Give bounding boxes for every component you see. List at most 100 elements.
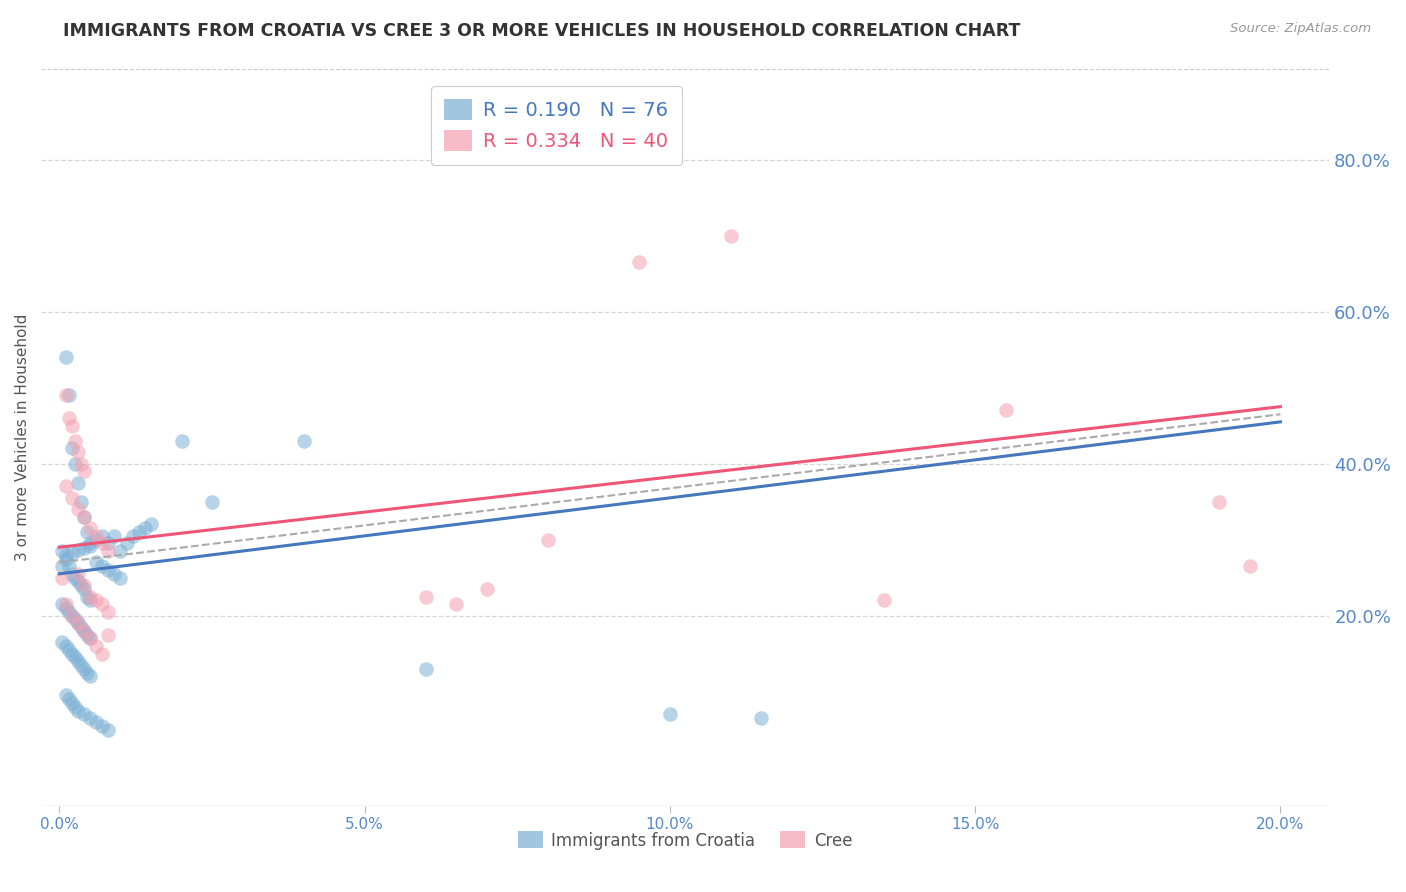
Point <box>55 351 77 365</box>
Point <box>110 571 132 585</box>
Point <box>58 559 80 574</box>
Point <box>66 502 89 516</box>
Point <box>121 529 143 543</box>
Point <box>1208 494 1230 508</box>
Point <box>537 533 560 547</box>
Point <box>76 590 98 604</box>
Point <box>79 539 101 553</box>
Point <box>415 590 437 604</box>
Point <box>51 597 73 611</box>
Point <box>475 582 498 596</box>
Point <box>60 696 83 710</box>
Point <box>58 692 80 706</box>
Point <box>69 494 91 508</box>
Point <box>66 543 89 558</box>
Point <box>91 529 114 543</box>
Point <box>84 533 107 547</box>
Point <box>55 639 77 653</box>
Point <box>97 605 120 619</box>
Point <box>446 597 468 611</box>
Point <box>66 475 89 490</box>
Point <box>51 559 73 574</box>
Point <box>97 536 120 550</box>
Point <box>58 605 80 619</box>
Point <box>134 521 156 535</box>
Point <box>63 457 86 471</box>
Point <box>84 529 107 543</box>
Point <box>84 714 107 729</box>
Y-axis label: 3 or more Vehicles in Household: 3 or more Vehicles in Household <box>15 313 30 561</box>
Point <box>63 650 86 665</box>
Point <box>73 707 96 722</box>
Point <box>60 566 83 581</box>
Point <box>55 548 77 562</box>
Point <box>69 457 91 471</box>
Point <box>97 563 120 577</box>
Point <box>69 658 91 673</box>
Point <box>73 582 96 596</box>
Point <box>51 571 73 585</box>
Text: IMMIGRANTS FROM CROATIA VS CREE 3 OR MORE VEHICLES IN HOUSEHOLD CORRELATION CHAR: IMMIGRANTS FROM CROATIA VS CREE 3 OR MOR… <box>63 22 1021 40</box>
Point <box>66 566 89 581</box>
Point <box>51 544 73 558</box>
Point <box>73 624 96 638</box>
Legend: R = 0.190   N = 76, R = 0.334   N = 40: R = 0.190 N = 76, R = 0.334 N = 40 <box>430 86 682 165</box>
Point <box>139 517 162 532</box>
Point <box>60 442 83 456</box>
Point <box>63 571 86 585</box>
Point <box>79 536 101 550</box>
Point <box>66 574 89 589</box>
Point <box>628 255 651 269</box>
Point <box>66 616 89 631</box>
Point <box>60 608 83 623</box>
Point <box>63 434 86 448</box>
Point <box>84 639 107 653</box>
Point <box>115 536 138 550</box>
Point <box>55 479 77 493</box>
Point <box>84 593 107 607</box>
Point <box>79 590 101 604</box>
Point <box>103 529 125 543</box>
Point <box>79 632 101 646</box>
Point <box>720 228 742 243</box>
Point <box>79 669 101 683</box>
Point <box>751 711 773 725</box>
Point <box>66 445 89 459</box>
Point <box>55 551 77 566</box>
Point <box>60 418 83 433</box>
Point <box>658 707 681 722</box>
Point <box>97 544 120 558</box>
Point <box>60 545 83 559</box>
Point <box>79 711 101 725</box>
Point <box>60 647 83 661</box>
Point <box>66 704 89 718</box>
Point <box>60 491 83 505</box>
Point <box>63 612 86 626</box>
Point <box>63 699 86 714</box>
Point <box>201 494 224 508</box>
Point <box>994 403 1017 417</box>
Point <box>76 627 98 641</box>
Point <box>97 627 120 641</box>
Point <box>872 593 894 607</box>
Point <box>76 665 98 680</box>
Point <box>103 566 125 581</box>
Point <box>84 556 107 570</box>
Point <box>110 544 132 558</box>
Point <box>79 593 101 607</box>
Point <box>128 524 150 539</box>
Point <box>91 536 114 550</box>
Point <box>66 654 89 668</box>
Point <box>415 662 437 676</box>
Text: Source: ZipAtlas.com: Source: ZipAtlas.com <box>1230 22 1371 36</box>
Point <box>66 616 89 631</box>
Point <box>91 719 114 733</box>
Point <box>79 632 101 646</box>
Point <box>292 434 315 448</box>
Point <box>73 509 96 524</box>
Point <box>73 464 96 478</box>
Point <box>1239 559 1261 574</box>
Point <box>73 541 96 555</box>
Point <box>69 620 91 634</box>
Point <box>55 388 77 402</box>
